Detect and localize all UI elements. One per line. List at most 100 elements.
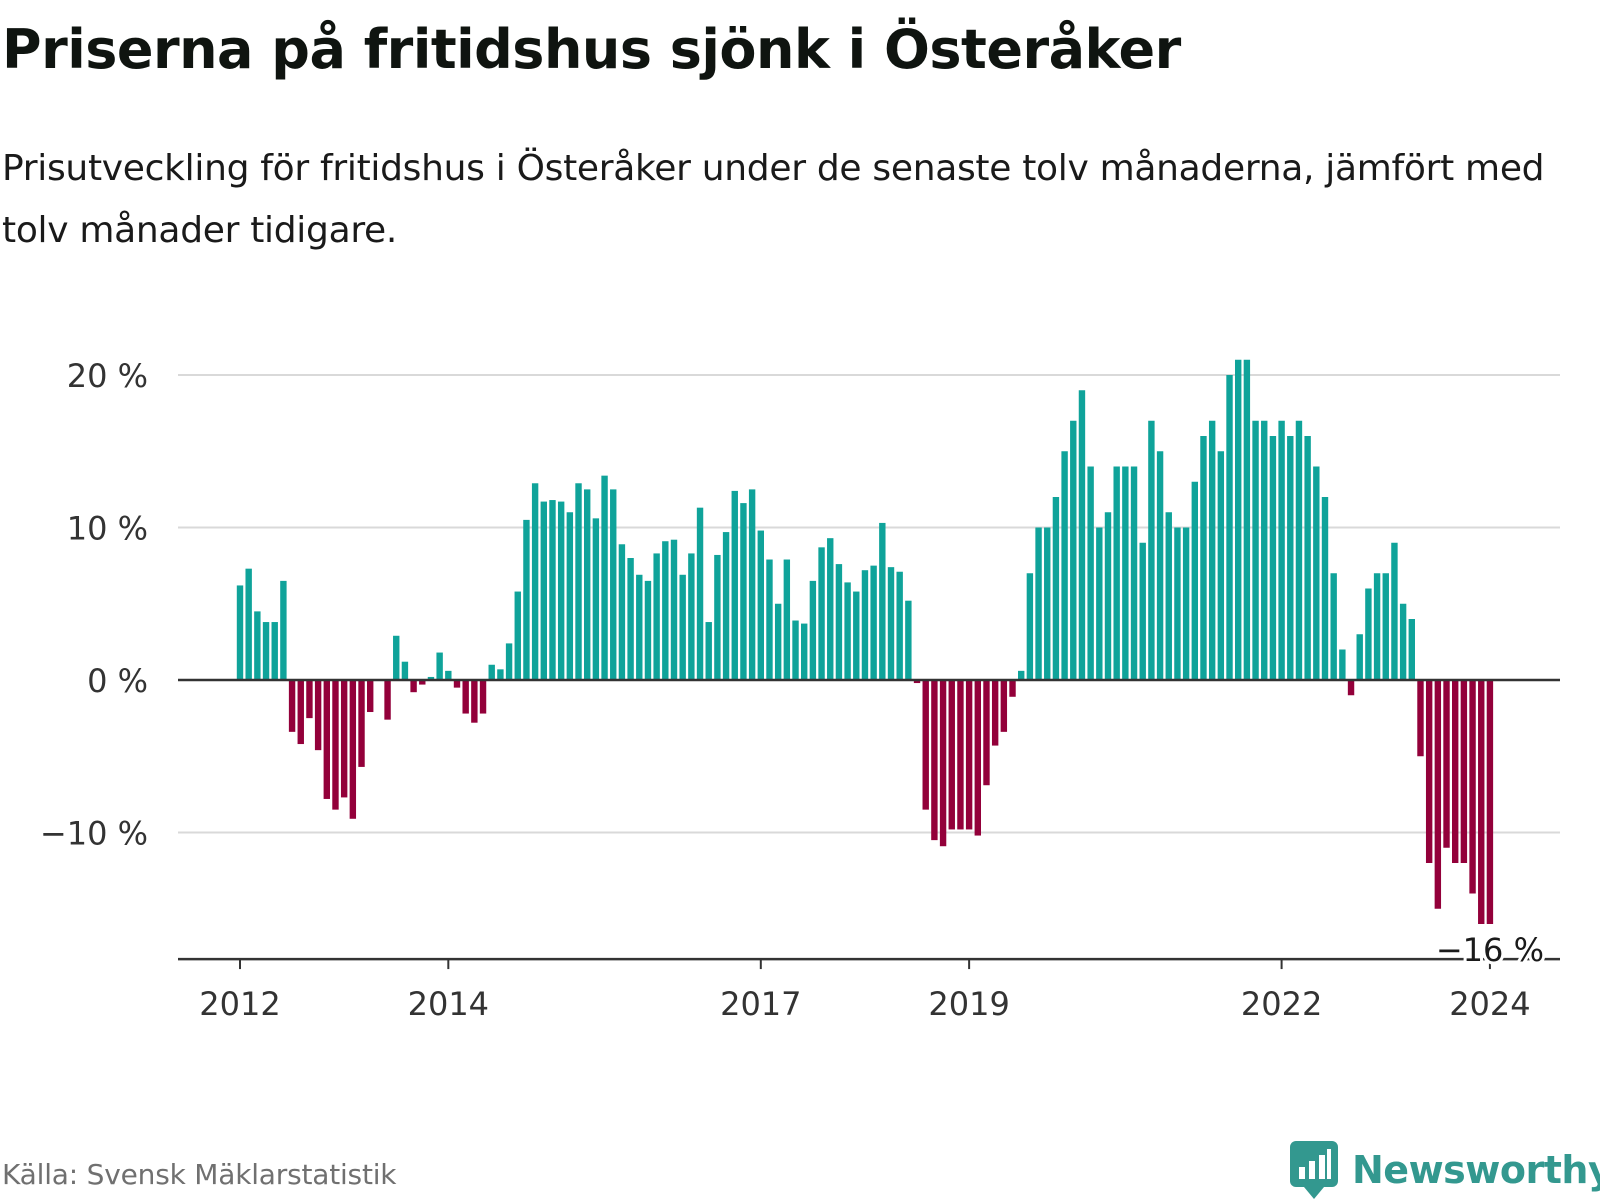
bar: [479, 680, 487, 714]
bar: [1452, 680, 1459, 863]
bar: [1018, 670, 1025, 680]
bar: [627, 558, 634, 680]
chart-subtitle: Prisutveckling för fritidshus i Österåke…: [2, 148, 1545, 251]
bar: [801, 623, 808, 681]
bar: [523, 519, 530, 681]
bar: [1321, 497, 1329, 680]
bar: [644, 580, 652, 681]
bar: [1391, 542, 1398, 680]
bar: [1469, 680, 1476, 894]
bar: [705, 622, 712, 680]
bar: [1000, 680, 1008, 732]
bar: [879, 522, 886, 680]
bar: [948, 680, 955, 830]
bar: [653, 553, 660, 680]
bar: [835, 564, 843, 680]
bar: [896, 571, 903, 680]
bar: [1096, 527, 1103, 680]
x-tick-label: 2022: [1241, 985, 1322, 1023]
bar: [1278, 420, 1285, 680]
bar: [1486, 680, 1494, 924]
x-tick-label: 2017: [720, 985, 801, 1023]
bar: [1044, 527, 1051, 680]
bar-chart: 20 % 10 % 0 % −10 % 2012 2014 2017 2019 2022 2024…: [40, 357, 1560, 1023]
bar: [905, 600, 912, 680]
y-tick-label: 10 %: [67, 510, 148, 548]
bar: [1078, 390, 1086, 680]
bar: [1382, 573, 1389, 680]
bar: [427, 676, 435, 680]
bar: [1113, 466, 1120, 680]
bar: [1417, 680, 1424, 757]
brand-logo[interactable]: Newsworthy: [1290, 1140, 1600, 1200]
bar: [827, 538, 834, 680]
bar: [1226, 375, 1233, 680]
bar: [1287, 436, 1294, 680]
bar: [1478, 680, 1485, 924]
bar: [1252, 420, 1259, 680]
bar: [271, 622, 278, 680]
x-tick-label: 2012: [199, 985, 280, 1023]
bar: [1165, 512, 1172, 680]
bar: [262, 622, 270, 680]
bar: [1269, 436, 1277, 680]
bar: [1347, 680, 1355, 696]
bar: [436, 652, 443, 680]
bar: [245, 568, 252, 680]
bar: [254, 611, 261, 681]
bar: [1304, 436, 1311, 680]
bar: [1208, 420, 1216, 680]
bar: [688, 553, 695, 680]
bar: [557, 501, 565, 680]
bar: [853, 591, 860, 680]
bar: [679, 574, 686, 680]
bar: [471, 680, 478, 723]
bar: [1104, 512, 1112, 680]
bar: [748, 489, 756, 681]
bar: [453, 680, 461, 688]
bar-chart-speech-bubble-icon: [1290, 1141, 1338, 1199]
bar: [670, 539, 678, 680]
bar: [774, 603, 782, 680]
bar: [913, 680, 921, 684]
bar: [1156, 451, 1164, 680]
bar: [1235, 359, 1242, 680]
bar: [1425, 680, 1433, 863]
bar: [1330, 573, 1337, 680]
bar: [861, 570, 869, 680]
bar: [939, 680, 947, 847]
bar: [731, 490, 738, 680]
bar: [592, 518, 600, 680]
bar: [1399, 603, 1407, 680]
gridlines: [178, 374, 1560, 834]
y-tick-label: 0 %: [87, 662, 148, 700]
bar: [1009, 680, 1016, 697]
bar: [314, 680, 322, 751]
bar: [1356, 634, 1363, 680]
bar: [1460, 680, 1468, 863]
bar: [1191, 481, 1198, 680]
bar: [384, 680, 391, 720]
axes: [178, 678, 1560, 970]
y-tick-label: −10 %: [40, 815, 148, 853]
bars: [236, 359, 1494, 924]
bar: [1122, 466, 1129, 680]
bar: [1052, 497, 1060, 680]
bar: [783, 559, 791, 680]
bar: [1443, 680, 1450, 848]
bar: [1070, 420, 1077, 680]
bar: [349, 680, 357, 819]
y-tick-label: 20 %: [67, 357, 148, 395]
bar: [792, 620, 799, 680]
bar: [1339, 649, 1346, 680]
bar: [662, 541, 669, 681]
bar: [1408, 619, 1415, 680]
bar: [332, 680, 339, 810]
bar: [445, 670, 452, 680]
bar: [601, 475, 608, 680]
bar: [887, 567, 895, 680]
bar: [1035, 527, 1042, 680]
last-value-label-halo: −16 %: [1436, 931, 1544, 969]
bar: [1313, 466, 1320, 680]
bar: [1365, 588, 1372, 680]
